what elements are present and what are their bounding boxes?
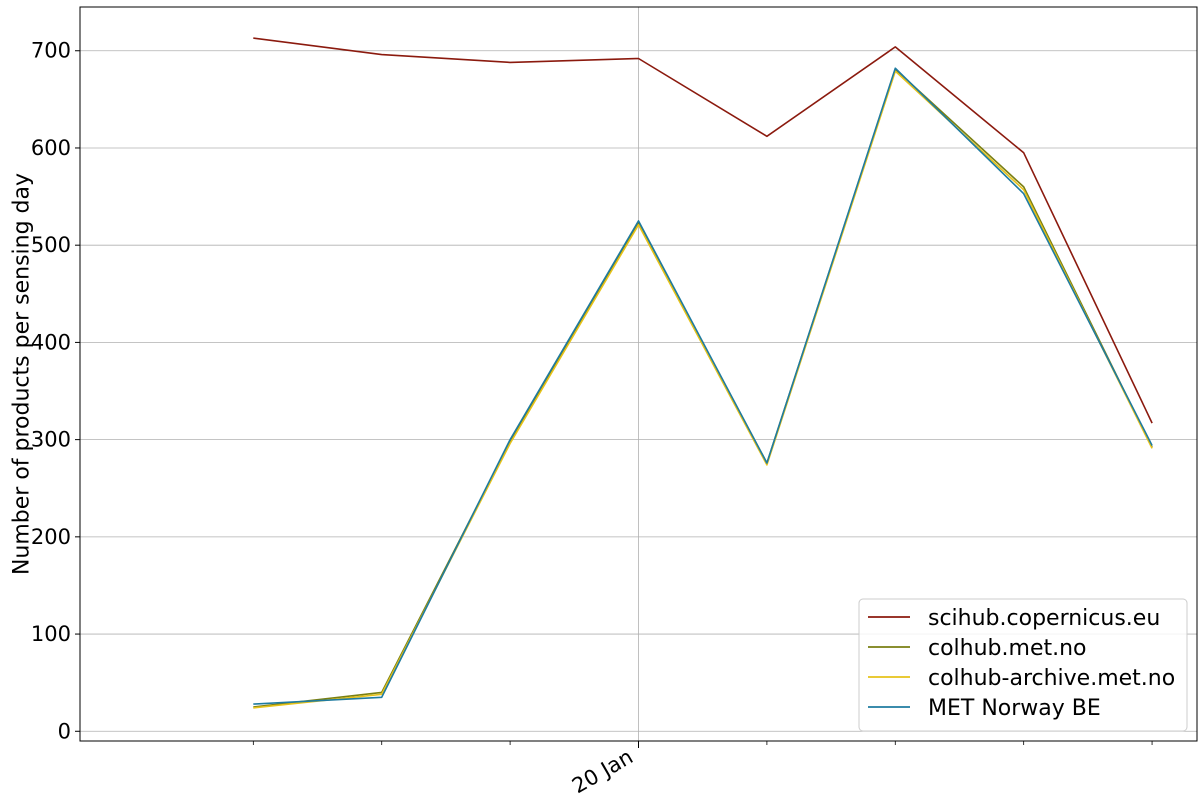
y-axis-ticks: 0 100 200 300 400 500 600 700 (31, 39, 80, 743)
y-tick-label: 500 (31, 233, 71, 257)
series-line-scihub-copernicus-eu (253, 37, 1153, 424)
legend-label-colhub-met-no: colhub.met.no (928, 636, 1087, 661)
x-axis-ticks: 20 Jan (252, 741, 1153, 799)
y-tick-label: 100 (31, 622, 71, 646)
legend-label-scihub-copernicus-eu: scihub.copernicus.eu (928, 606, 1160, 631)
y-tick-label: 200 (31, 525, 71, 549)
y-tick-label: 300 (31, 428, 71, 452)
y-tick-label: 700 (31, 39, 71, 63)
legend-box (858, 598, 1188, 732)
series-line-met-norway-be (253, 67, 1153, 705)
legend-label-met-norway-be: MET Norway BE (928, 696, 1101, 721)
y-axis-label: Number of products per sensing day (10, 173, 35, 575)
y-tick-label: 600 (31, 136, 71, 160)
series-line-colhub-archive-met-no (253, 70, 1153, 709)
legend: scihub.copernicus.eu colhub.met.no colhub-… (858, 598, 1188, 732)
series-lines (253, 37, 1153, 709)
legend-label-colhub-archive-met-no: colhub-archive.met.no (928, 666, 1175, 691)
grid (80, 7, 1197, 741)
x-tick-label: 20 Jan (568, 745, 637, 799)
y-tick-label: 400 (31, 330, 71, 354)
y-tick-label: 0 (58, 719, 71, 743)
